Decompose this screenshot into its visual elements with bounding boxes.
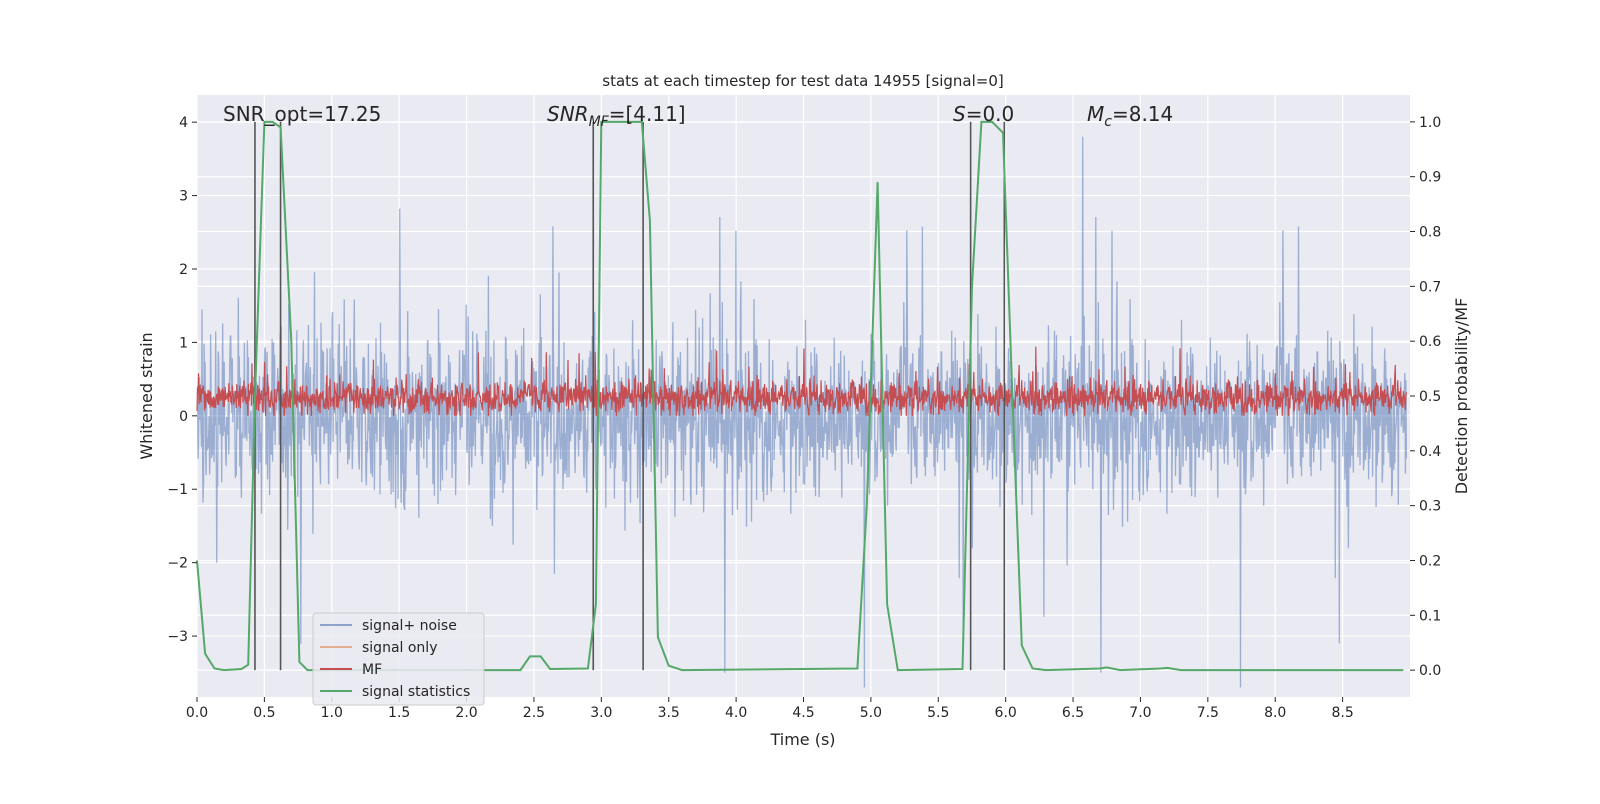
mc-base: M	[1087, 102, 1104, 126]
x-tick-label: 4.0	[725, 705, 747, 721]
y2-tick-label: 0.0	[1419, 663, 1441, 679]
y2-tick-label: 1.0	[1419, 115, 1441, 131]
s-base: S	[953, 102, 966, 126]
y-tick-label: 4	[179, 115, 188, 131]
x-tick-label: 1.5	[388, 705, 410, 721]
annotation-snr-mf: SNRMF=[4.11]	[547, 102, 686, 130]
y2-tick-label: 0.3	[1419, 499, 1441, 515]
x-tick-label: 0.5	[253, 705, 275, 721]
legend-label: MF	[362, 662, 382, 678]
chart-title: stats at each timestep for test data 149…	[602, 72, 1003, 90]
legend-label: signal+ noise	[362, 618, 457, 634]
y2-tick-label: 0.1	[1419, 608, 1441, 624]
s-value: =0.0	[966, 102, 1015, 126]
y-tick-label: 2	[179, 262, 188, 278]
y2-axis-label: Detection probability/MF	[1452, 298, 1471, 495]
x-tick-label: 3.0	[590, 705, 612, 721]
x-tick-label: 8.5	[1331, 705, 1353, 721]
legend-label: signal statistics	[362, 684, 470, 700]
y-tick-label: −3	[167, 629, 188, 645]
y2-tick-label: 0.5	[1419, 389, 1441, 405]
x-tick-label: 6.5	[1062, 705, 1084, 721]
x-tick-label: 0.0	[186, 705, 208, 721]
y2-tick-label: 0.7	[1419, 279, 1441, 295]
x-tick-label: 7.5	[1197, 705, 1219, 721]
snr-mf-base: SNR	[547, 102, 589, 126]
annotation-s: S=0.0	[953, 102, 1014, 126]
y2-tick-label: 0.8	[1419, 225, 1441, 241]
legend-label: signal only	[362, 640, 437, 656]
x-tick-label: 4.5	[792, 705, 814, 721]
x-tick-label: 5.0	[860, 705, 882, 721]
y-tick-label: −1	[167, 482, 188, 498]
x-axis-label: Time (s)	[769, 730, 835, 749]
x-tick-label: 7.0	[1129, 705, 1151, 721]
x-tick-label: 5.5	[927, 705, 949, 721]
y-tick-label: −2	[167, 556, 188, 572]
y2-tick-label: 0.9	[1419, 170, 1441, 186]
snr-mf-sub: MF	[589, 114, 610, 130]
x-tick-label: 6.0	[995, 705, 1017, 721]
y-tick-label: 3	[179, 189, 188, 205]
mc-value: =8.14	[1112, 102, 1173, 126]
x-tick-label: 3.5	[658, 705, 680, 721]
annotation-mc: Mc=8.14	[1087, 102, 1173, 130]
x-tick-label: 2.0	[455, 705, 477, 721]
legend: signal+ noise signal only MF signal statist…	[313, 613, 484, 705]
y2-tick-label: 0.2	[1419, 553, 1441, 569]
y2-tick-label: 0.4	[1419, 444, 1441, 460]
x-tick-label: 1.0	[321, 705, 343, 721]
x-tick-label: 8.0	[1264, 705, 1286, 721]
annotation-snr-opt: SNR_opt=17.25	[223, 102, 381, 126]
y-tick-label: 0	[179, 409, 188, 425]
x-tick-label: 2.5	[523, 705, 545, 721]
y-tick-label: 1	[179, 335, 188, 351]
y2-tick-label: 0.6	[1419, 334, 1441, 350]
y-axis-label: Whitened strain	[137, 332, 156, 459]
snr-mf-value: =[4.11]	[609, 102, 686, 126]
